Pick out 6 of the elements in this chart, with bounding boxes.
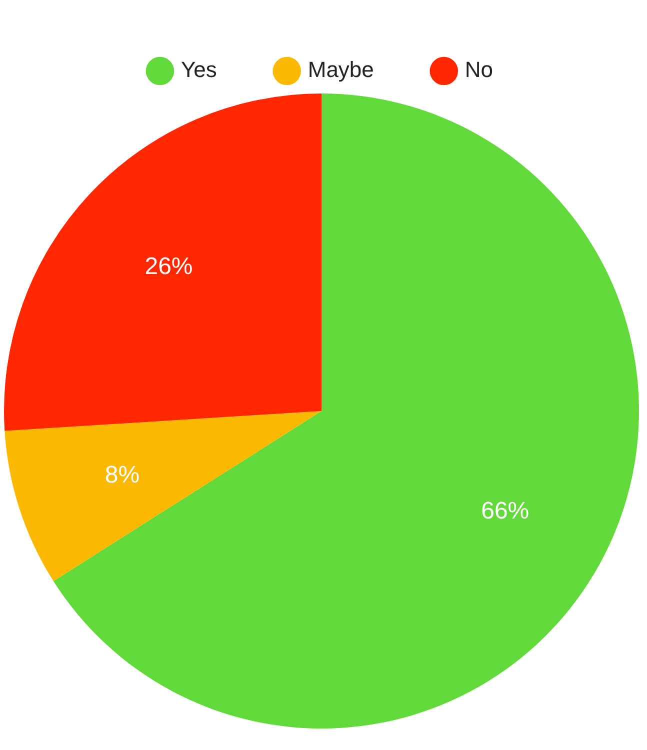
- data-label: 8%: [104, 461, 140, 488]
- data-label: 26%: [144, 253, 193, 280]
- legend-label: No: [464, 57, 494, 82]
- legend-label: Yes: [180, 57, 217, 82]
- legend-label: Maybe: [308, 57, 374, 82]
- data-label: 66%: [481, 498, 530, 525]
